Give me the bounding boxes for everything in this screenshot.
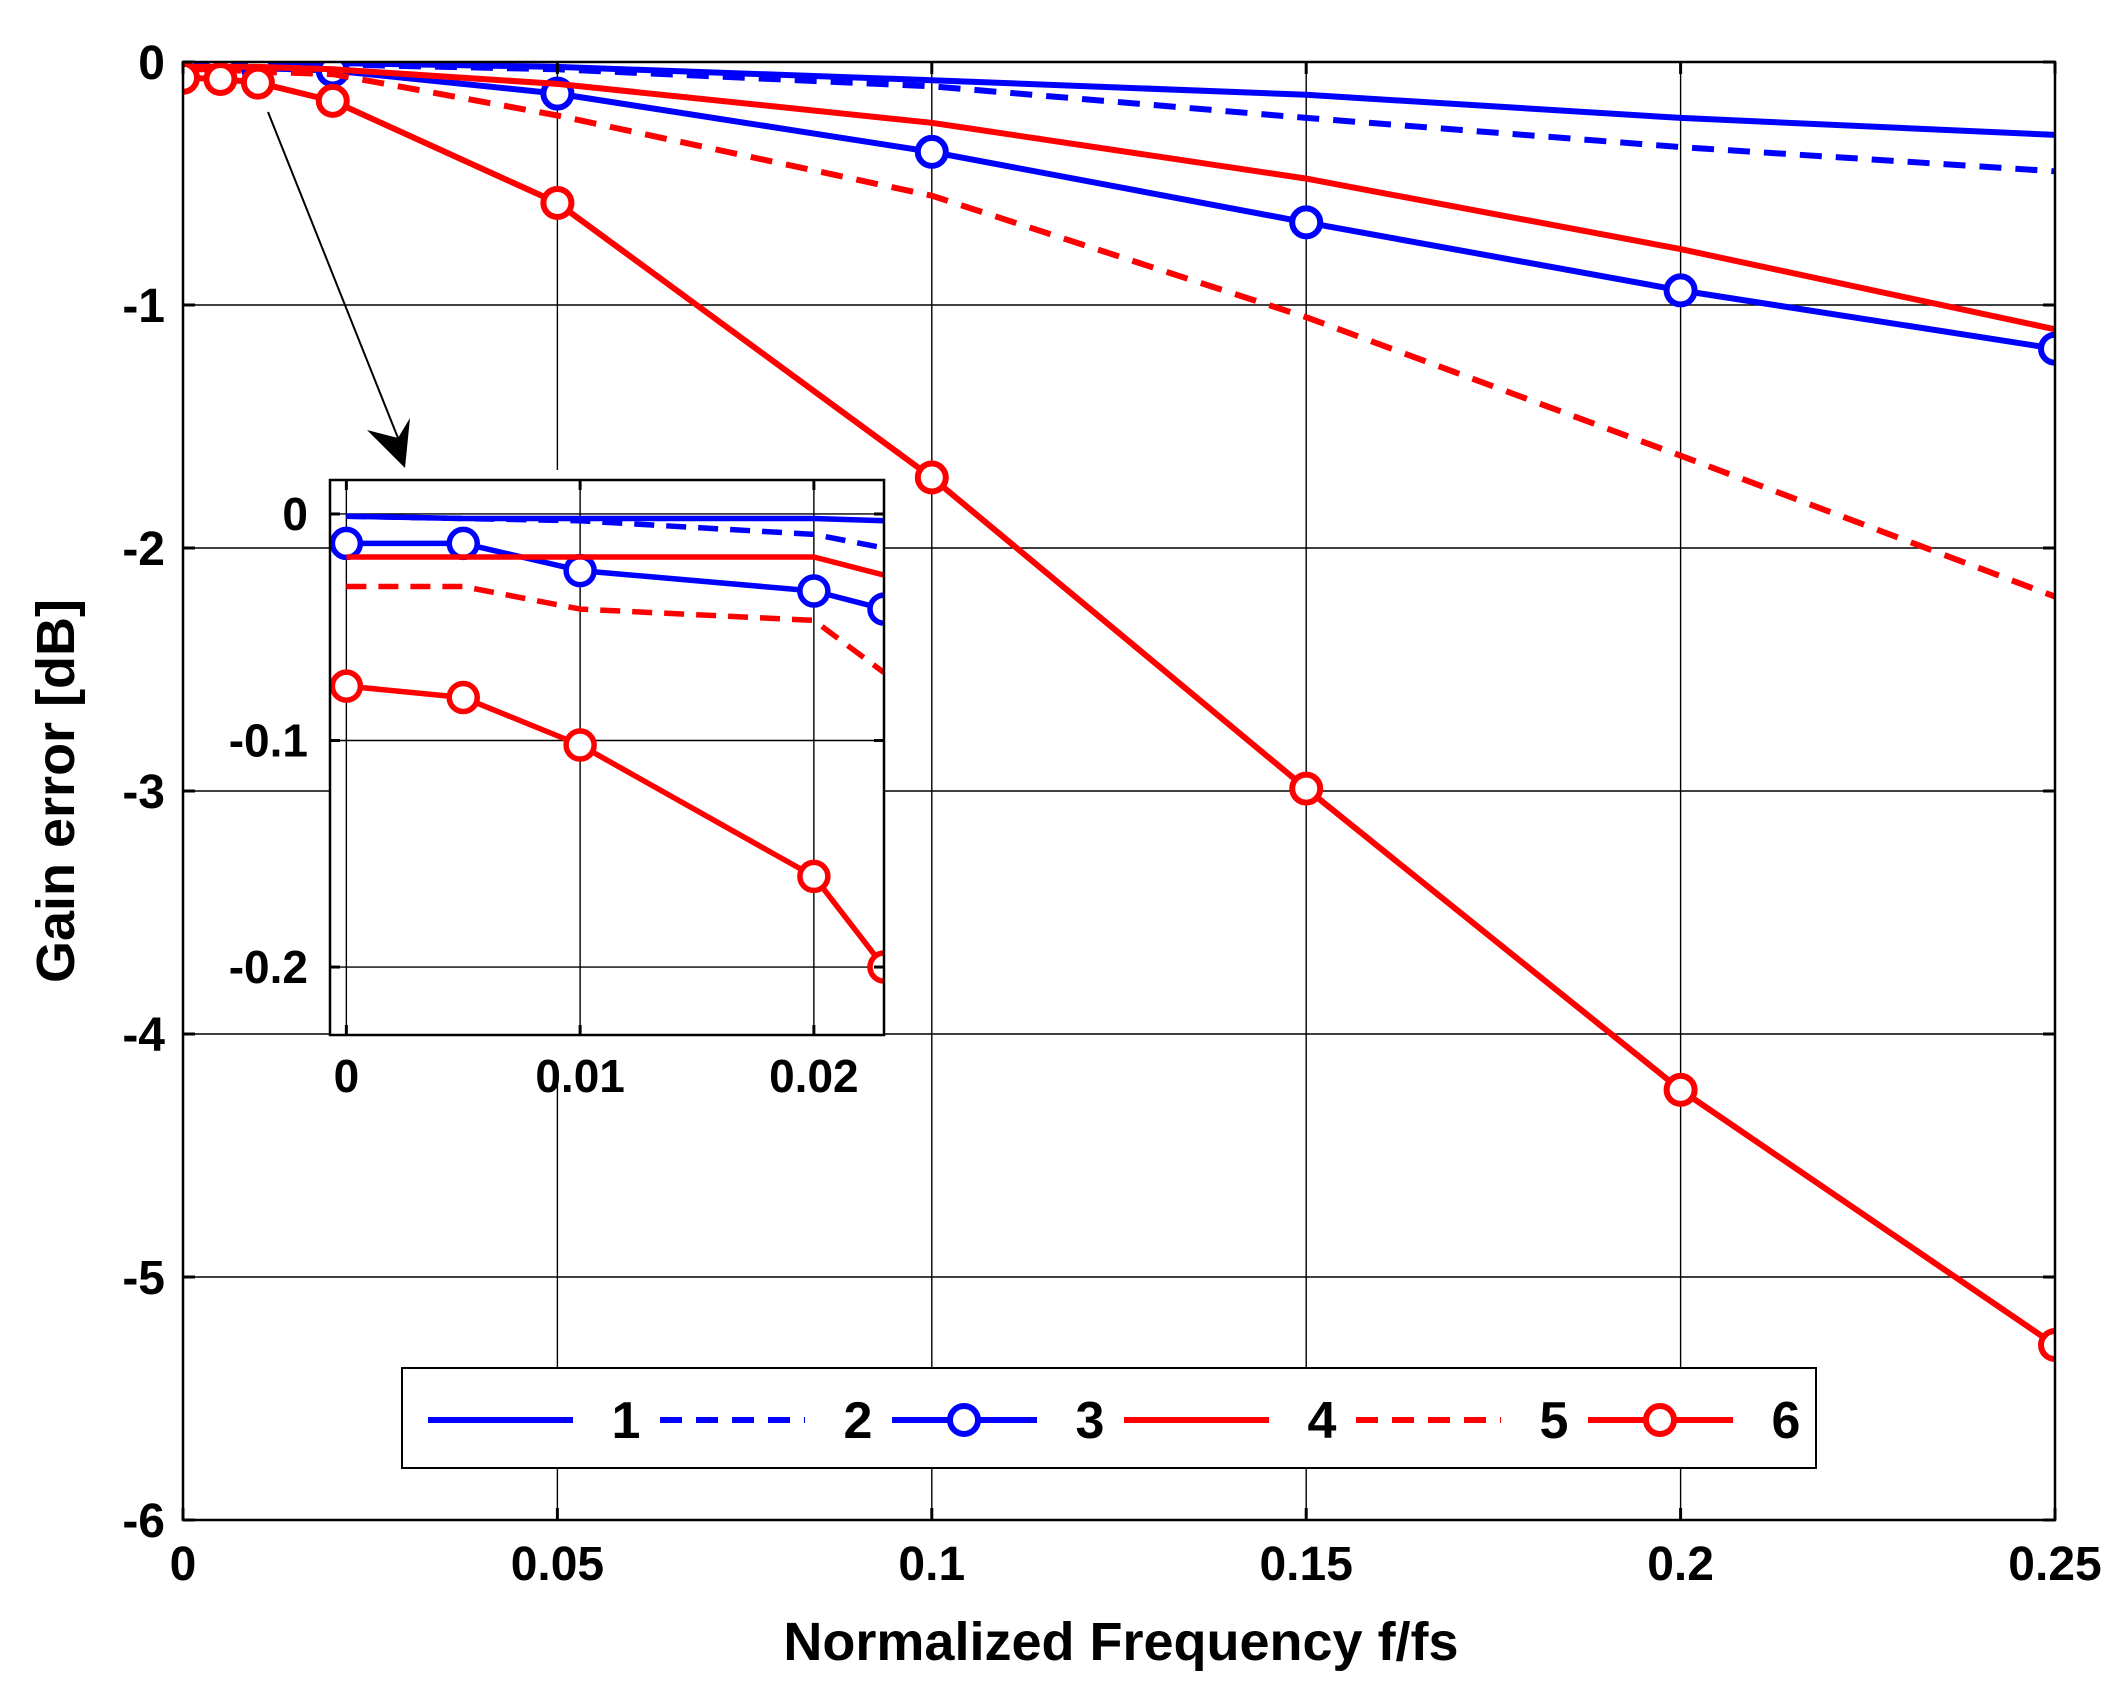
main-series-3-marker-8 xyxy=(2038,331,2055,366)
inset-ytick-label-2: -0.2 xyxy=(229,941,308,993)
legend-label-6: 6 xyxy=(1772,1392,1801,1450)
main-ytick-label-0: 0 xyxy=(138,37,165,90)
main-series-6-marker-4 xyxy=(540,185,575,220)
legend-box xyxy=(401,1367,1817,1469)
callout-arrow-head xyxy=(367,418,410,468)
inset-ytick-label-0: 0 xyxy=(282,488,308,540)
main-ytick-label-3: -3 xyxy=(122,766,165,819)
legend-label-3: 3 xyxy=(1076,1392,1105,1450)
main-series-4-line xyxy=(183,63,2055,333)
main-xtick-label-2: 0.1 xyxy=(898,1538,965,1591)
main-series-6-marker-7 xyxy=(1663,1072,1698,1107)
inset-xtick-label-0: 0 xyxy=(334,1050,360,1102)
main-xtick-label-1: 0.05 xyxy=(511,1538,604,1591)
main-series-3-marker-7 xyxy=(1663,273,1698,308)
main-series-3-marker-6 xyxy=(1289,205,1324,240)
main-xtick-label-0: 0 xyxy=(170,1538,197,1591)
inset-xtick-label-2: 0.02 xyxy=(769,1050,859,1102)
legend: 1 2 3 4 5 6 xyxy=(401,1367,1817,1469)
inset-series-3-marker-0 xyxy=(330,526,364,561)
main-ytick-label-5: -5 xyxy=(122,1252,165,1305)
inset-series-6-marker-3 xyxy=(797,859,831,894)
legend-marker-3 xyxy=(947,1403,981,1437)
main-series-6-marker-0 xyxy=(183,62,200,95)
inset-series-4-line xyxy=(346,554,884,578)
main-series-6-marker-2 xyxy=(240,65,275,100)
main-xtick-label-3: 0.15 xyxy=(1259,1538,1352,1591)
main-ytick-label-6: -6 xyxy=(122,1495,165,1548)
inset-series-group xyxy=(330,513,884,984)
inset-series-3-marker-3 xyxy=(797,574,831,608)
main-series-3-marker-5 xyxy=(914,134,949,169)
legend-label-1: 1 xyxy=(612,1392,641,1450)
main-series-6-marker-8 xyxy=(2038,1328,2055,1363)
inset-series-6-marker-1 xyxy=(446,680,480,715)
legend-label-4: 4 xyxy=(1308,1392,1337,1450)
legend-label-2: 2 xyxy=(844,1392,873,1450)
callout-arrow-line xyxy=(267,111,399,439)
inset-series-2-line xyxy=(346,513,884,551)
inset-series-5-line xyxy=(346,583,884,675)
main-ytick-label-1: -1 xyxy=(122,280,165,333)
inset-xtick-label-1: 0.01 xyxy=(535,1050,625,1102)
inset-series-3-marker-4 xyxy=(867,592,884,626)
main-xtick-label-5: 0.25 xyxy=(2008,1538,2101,1591)
main-xtick-label-4: 0.2 xyxy=(1647,1538,1714,1591)
inset-series-3-marker-1 xyxy=(446,526,480,561)
x-axis-title: Normalized Frequency f/fs xyxy=(783,1612,1458,1672)
inset-callout-arrow xyxy=(267,111,410,468)
legend-marker-6 xyxy=(1643,1403,1677,1437)
inset-plot-area: 0 0.01 0.02 0 -0.1 -0.2 xyxy=(229,470,886,1102)
y-axis-title: Gain error [dB] xyxy=(26,599,86,983)
main-series-6-marker-1 xyxy=(203,62,238,97)
inset-series-6-marker-2 xyxy=(563,728,597,762)
main-ytick-label-2: -2 xyxy=(122,523,165,576)
inset-series-3-marker-2 xyxy=(563,553,597,588)
legend-label-5: 5 xyxy=(1540,1392,1569,1450)
main-series-6-marker-5 xyxy=(914,460,949,495)
inset-series-6-marker-0 xyxy=(330,669,364,703)
main-series-6-marker-3 xyxy=(315,83,350,118)
main-series-6-marker-6 xyxy=(1289,771,1324,806)
inset-ytick-label-1: -0.1 xyxy=(229,715,308,767)
main-ytick-label-4: -4 xyxy=(122,1009,165,1062)
inset-axes-box xyxy=(328,478,886,1037)
